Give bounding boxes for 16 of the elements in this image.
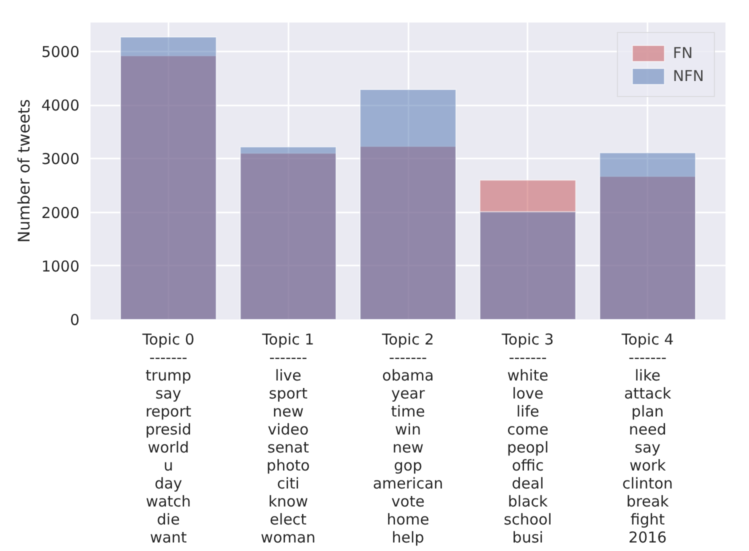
y-tick-label: 1000 xyxy=(41,257,80,276)
y-tick-label: 0 xyxy=(70,311,80,329)
category-label: Topic 2 ------- obama year time win new gop american vote home help xyxy=(372,330,444,546)
bar xyxy=(360,89,456,320)
category-label: Topic 4 ------- like attack plan need say work clinton break fight 2016 xyxy=(622,330,674,546)
category-label: Topic 1 ------- live sport new video senat photo citi know elect woman xyxy=(260,330,316,546)
bar xyxy=(479,211,576,320)
y-tick-label: 3000 xyxy=(41,150,80,168)
category-label: Topic 3 ------- white love life come peopl offic deal black school busi xyxy=(502,330,554,546)
y-tick-label: 2000 xyxy=(41,204,80,222)
category-label: Topic 0 ------- trump say report presid world u day watch die want xyxy=(142,330,194,546)
y-tick-label: 5000 xyxy=(41,42,80,61)
y-tick-label: 4000 xyxy=(41,96,80,115)
legend-label: NFN xyxy=(672,67,704,85)
y-axis-title: Number of tweets xyxy=(14,99,34,243)
legend-label: FN xyxy=(672,44,693,62)
